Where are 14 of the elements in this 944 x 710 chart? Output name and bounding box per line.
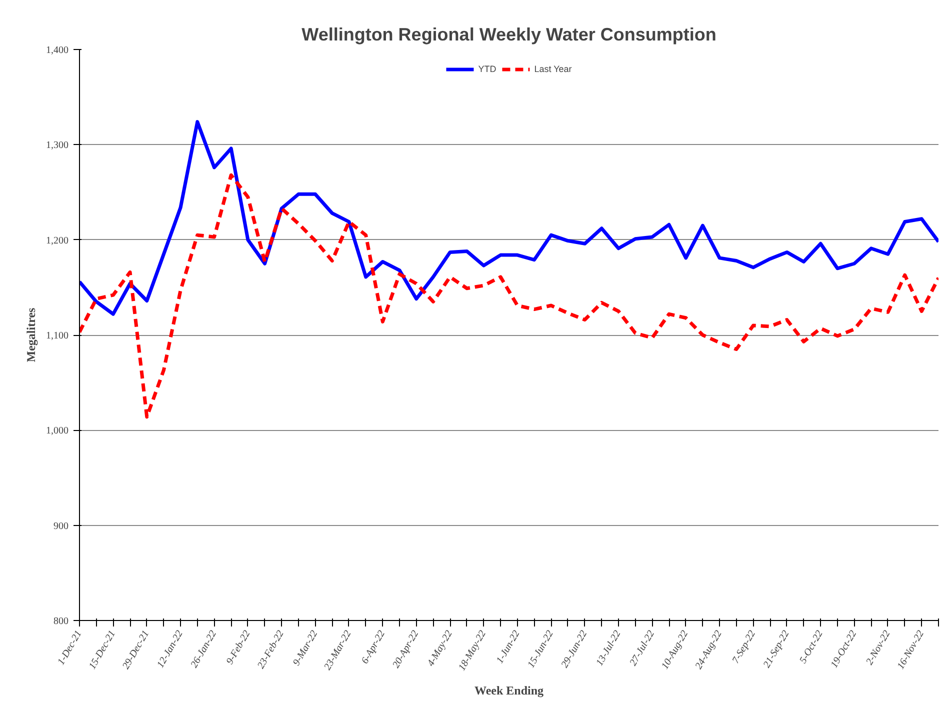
y-tick-label: 1,200 [46,235,68,246]
y-tick-label: 1,000 [46,426,68,437]
y-tick-label: 1,400 [46,45,68,56]
legend-label: YTD [478,64,498,74]
line-series [80,120,938,316]
line-series [80,173,938,419]
y-tick-label: 900 [54,520,68,532]
y-tick-label: 1,300 [46,140,68,152]
y-axis-title: Megalitres [24,307,38,362]
legend-label: Last Year [534,64,572,74]
x-axis-title: Week Ending [474,683,544,698]
y-tick-label: 1,100 [46,330,68,342]
chart-title: Wellington Regional Weekly Water Consumption [302,24,716,44]
y-tick-label: 800 [54,616,68,627]
